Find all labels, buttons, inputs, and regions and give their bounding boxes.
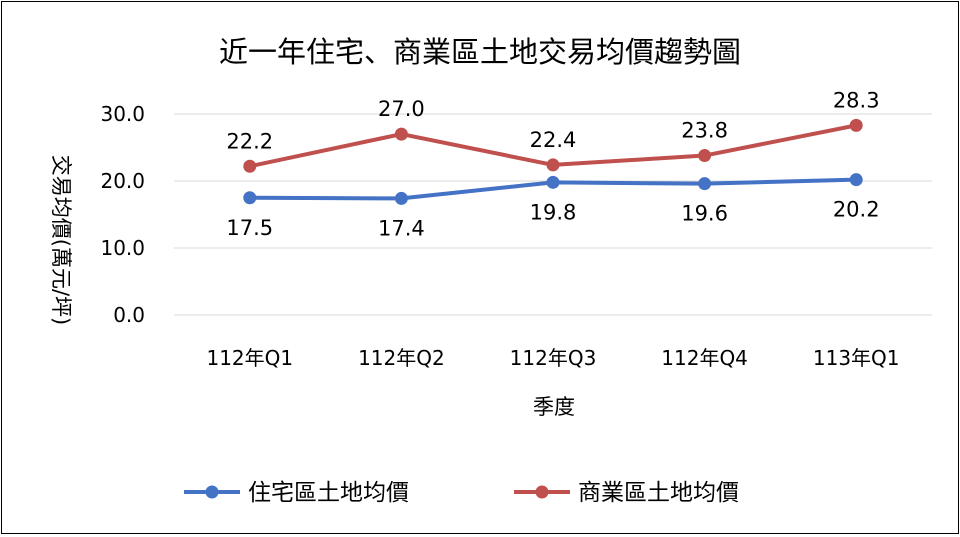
legend-label-0: 住宅區土地均價 <box>248 480 409 506</box>
chart-title: 近一年住宅、商業區土地交易均價趨勢圖 <box>219 35 741 69</box>
data-label: 20.2 <box>833 198 880 222</box>
series-layer <box>243 118 863 205</box>
y-tick-label: 0.0 <box>113 303 145 327</box>
data-label: 22.2 <box>226 129 273 153</box>
legend-label-1: 商業區土地均價 <box>578 480 739 506</box>
data-point <box>394 191 408 205</box>
data-point <box>394 127 408 141</box>
data-point <box>546 158 560 172</box>
y-tick-label: 30.0 <box>100 102 145 126</box>
x-axis-ticks: 112年Q1 112年Q2 112年Q3 112年Q4 113年Q1 <box>206 346 899 370</box>
legend: 住宅區土地均價 商業區土地均價 <box>184 480 739 506</box>
data-point <box>546 175 560 189</box>
data-label: 17.4 <box>378 216 425 240</box>
data-point <box>698 149 712 163</box>
data-point <box>698 177 712 191</box>
data-point <box>849 118 863 132</box>
x-tick-label: 112年Q3 <box>510 346 597 370</box>
data-point <box>849 173 863 187</box>
data-label: 27.0 <box>378 97 425 121</box>
y-tick-label: 20.0 <box>100 169 145 193</box>
data-labels: 17.5 17.4 19.8 19.6 20.2 22.2 27.0 22.4 23.8 28.3 <box>226 88 879 240</box>
y-axis-ticks: 0.0 10.0 20.0 30.0 <box>100 102 145 327</box>
x-tick-label: 112年Q2 <box>358 346 445 370</box>
legend-marker-0 <box>205 485 219 499</box>
x-tick-label: 112年Q1 <box>206 346 293 370</box>
x-axis-label: 季度 <box>533 395 575 419</box>
data-label: 23.8 <box>681 119 728 143</box>
y-axis-label: 交易均價(萬元/坪) <box>49 155 73 325</box>
data-label: 19.6 <box>681 202 728 226</box>
legend-marker-1 <box>535 485 549 499</box>
data-point <box>243 191 257 205</box>
data-label: 19.8 <box>530 200 577 224</box>
data-label: 17.5 <box>226 216 273 240</box>
data-point <box>243 159 257 173</box>
data-label: 22.4 <box>530 128 577 152</box>
x-tick-label: 113年Q1 <box>813 346 900 370</box>
x-tick-label: 112年Q4 <box>661 346 748 370</box>
y-tick-label: 10.0 <box>100 236 145 260</box>
data-label: 28.3 <box>833 88 880 112</box>
